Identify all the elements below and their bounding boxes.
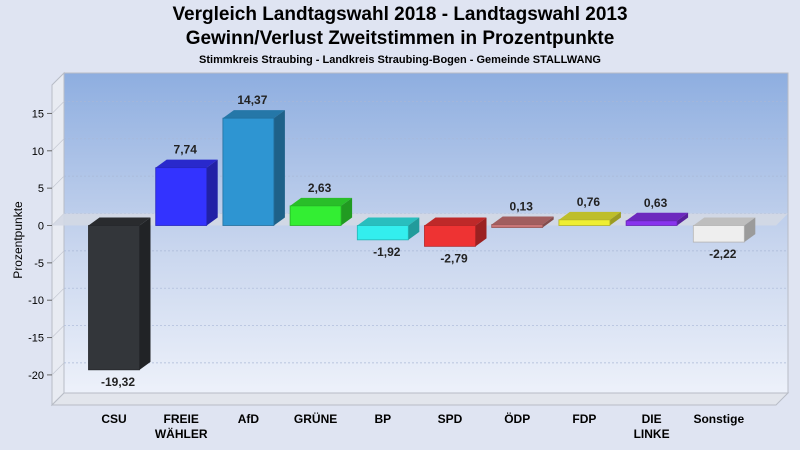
bar-front [625, 220, 678, 226]
bar-side [408, 217, 420, 240]
bar [155, 159, 218, 226]
y-tick-label: 0 [38, 221, 44, 233]
x-tick-label: AfD [238, 412, 260, 426]
y-tick-label: -10 [28, 295, 44, 307]
bar-top [693, 217, 756, 226]
bar-side [744, 217, 756, 243]
bar-top [155, 159, 218, 168]
grid-line [51, 138, 65, 152]
x-tick-label: FDP [572, 412, 596, 426]
y-tick-label: -20 [28, 370, 44, 382]
bar [558, 211, 621, 226]
grid-line [51, 175, 65, 189]
data-label: 0,13 [510, 200, 534, 214]
bar-front [558, 219, 611, 226]
bar-top [290, 197, 353, 206]
bar [88, 217, 151, 371]
bar-front [692, 225, 745, 243]
y-tick-label: 5 [38, 183, 44, 195]
bar-top [491, 216, 554, 225]
bar-side [139, 217, 151, 370]
bar-side [542, 216, 554, 228]
grid-line [51, 250, 65, 264]
x-tick-label: ÖDP [504, 411, 530, 426]
bar [356, 217, 420, 241]
bar-top [626, 212, 689, 221]
bar-top [88, 217, 151, 226]
bar [289, 197, 353, 226]
data-label: 0,63 [644, 196, 668, 210]
bar-side [475, 217, 487, 247]
bar-front [491, 224, 544, 228]
bar-front [356, 225, 409, 241]
bar-top [222, 110, 285, 119]
bar-top [424, 217, 487, 226]
x-tick-label: BP [374, 412, 391, 426]
bar-front [222, 117, 275, 226]
bar [491, 216, 554, 228]
data-label: -19,32 [101, 375, 135, 389]
grid-line [51, 101, 65, 114]
bar-top [558, 211, 621, 220]
chart-location: Stimmkreis Straubing - Landkreis Straubi… [199, 54, 601, 66]
plot-left-wall [51, 71, 65, 407]
bar-front [88, 225, 140, 371]
data-label: 7,74 [174, 143, 198, 157]
x-tick-label: GRÜNE [294, 411, 337, 426]
y-tick-label: -5 [34, 258, 44, 270]
x-tick-label: FREIE WÄHLER [155, 412, 208, 441]
plot-floor [50, 392, 790, 406]
data-label: 14,37 [237, 93, 267, 107]
grid-line [51, 287, 65, 301]
data-label: 0,76 [577, 195, 601, 209]
bar [625, 212, 689, 226]
bar-side [341, 197, 353, 226]
y-axis-label: Prozentpunkte [11, 201, 25, 279]
bar-front [424, 225, 476, 247]
data-label: -1,92 [373, 245, 401, 259]
y-tick-label: -15 [28, 333, 44, 345]
bar [692, 217, 756, 243]
data-label: 2,63 [308, 181, 332, 195]
x-tick-label: DIE LINKE [634, 412, 670, 441]
bar [424, 217, 487, 247]
bar-side [273, 110, 285, 226]
bar-front [289, 205, 342, 226]
y-tick-label: 15 [32, 108, 44, 120]
data-label: -2,22 [709, 247, 737, 261]
x-tick-label: CSU [101, 412, 126, 426]
x-tick-label: Sonstige [693, 412, 744, 426]
bar-side [206, 159, 218, 226]
bar-front [155, 167, 208, 226]
grid-line [51, 325, 65, 338]
chart-title: Vergleich Landtagswahl 2018 - Landtagswa… [172, 4, 628, 25]
x-tick-label: SPD [438, 412, 463, 426]
bar-top [357, 217, 420, 226]
data-label: -2,79 [440, 251, 468, 265]
y-tick-label: 10 [32, 146, 44, 158]
bar-side [677, 212, 689, 226]
grid-line [51, 362, 65, 376]
bar-side [609, 211, 621, 226]
bar [222, 110, 285, 226]
chart-subtitle: Gewinn/Verlust Zweitstimmen in Prozentpu… [185, 28, 615, 49]
